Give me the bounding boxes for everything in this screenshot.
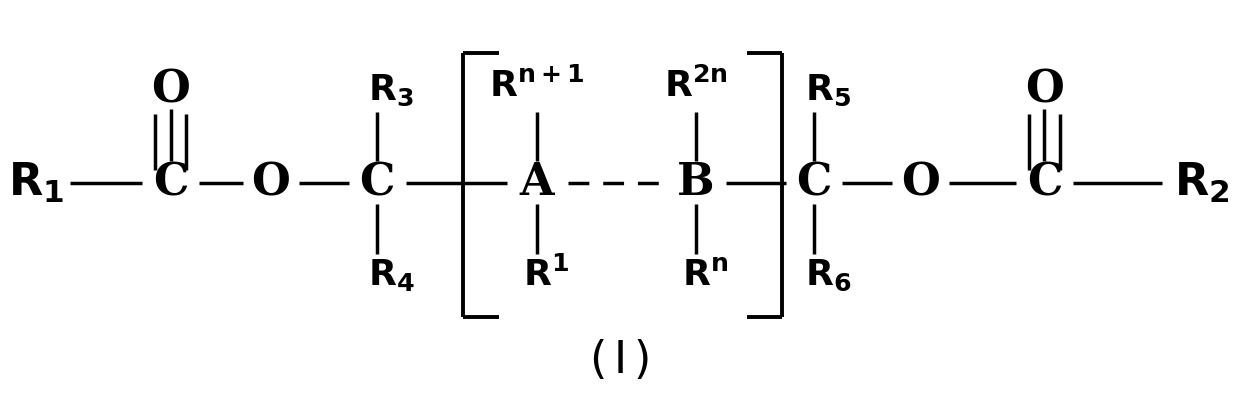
Text: $\mathbf{R_3}$: $\mathbf{R_3}$ bbox=[369, 72, 415, 108]
Text: $\mathbf{R^n}$: $\mathbf{R^n}$ bbox=[682, 258, 728, 292]
Text: $\mathbf{R_4}$: $\mathbf{R_4}$ bbox=[368, 257, 415, 293]
Text: A: A bbox=[519, 161, 553, 204]
Text: C: C bbox=[359, 161, 395, 204]
Text: O: O bbox=[1025, 69, 1063, 112]
Text: $\mathbf{R^{n+1}}$: $\mathbf{R^{n+1}}$ bbox=[489, 68, 584, 104]
Text: $(\,\mathrm{I}\,)$: $(\,\mathrm{I}\,)$ bbox=[589, 338, 650, 382]
Text: $\mathbf{R^1}$: $\mathbf{R^1}$ bbox=[522, 257, 569, 293]
Text: $\mathbf{R_2}$: $\mathbf{R_2}$ bbox=[1175, 161, 1231, 205]
Text: O: O bbox=[151, 69, 189, 112]
Text: O: O bbox=[901, 161, 940, 204]
Text: C: C bbox=[796, 161, 832, 204]
Text: C: C bbox=[1026, 161, 1062, 204]
Text: $\mathbf{R_6}$: $\mathbf{R_6}$ bbox=[805, 258, 852, 293]
Text: O: O bbox=[251, 161, 290, 204]
Text: $\mathbf{R^{2n}}$: $\mathbf{R^{2n}}$ bbox=[664, 68, 728, 104]
Text: C: C bbox=[152, 161, 188, 204]
Text: B: B bbox=[677, 161, 714, 204]
Text: $\mathbf{R_5}$: $\mathbf{R_5}$ bbox=[805, 72, 852, 108]
Text: $\mathbf{R_1}$: $\mathbf{R_1}$ bbox=[7, 161, 64, 205]
